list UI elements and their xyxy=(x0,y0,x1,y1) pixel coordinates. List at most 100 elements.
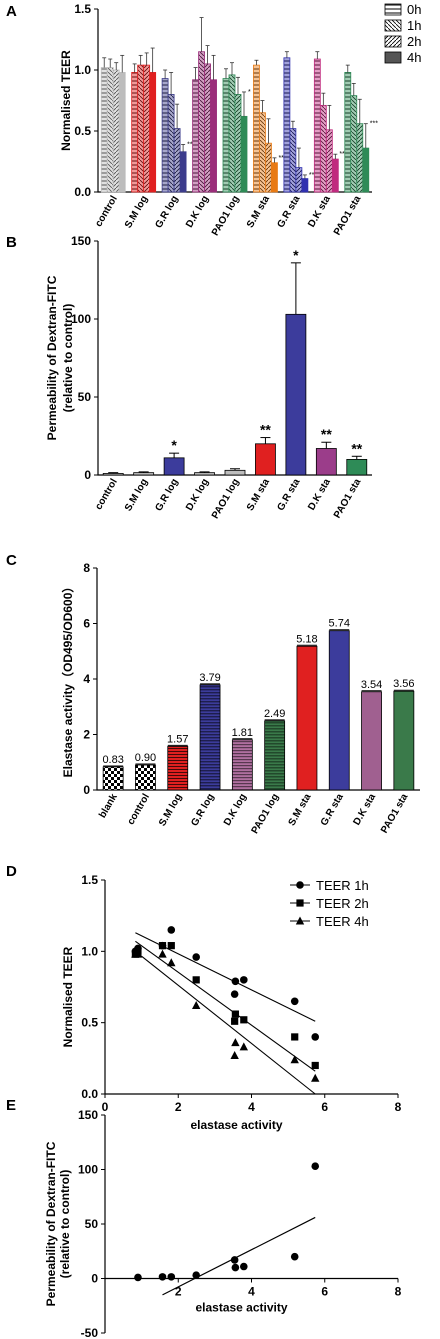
point-d-teer-4h xyxy=(191,1001,201,1010)
value-label-c-g-r-log: 3.79 xyxy=(199,672,220,684)
x-tick-label-e: 6 xyxy=(321,1285,328,1299)
x-tick-label-b: D.K sta xyxy=(306,477,333,513)
point-d-teer-1h xyxy=(192,953,200,961)
bar-a-g-r-log-4h xyxy=(179,151,187,193)
x-tick-label-b: PAO1 log xyxy=(210,477,242,521)
point-e xyxy=(290,1252,299,1261)
x-tick-label-d: 8 xyxy=(395,1100,402,1114)
point-d-teer-4h xyxy=(230,1050,239,1059)
x-tick-label-e: 4 xyxy=(248,1285,255,1299)
value-label-c-pao1-sta: 3.56 xyxy=(393,678,414,690)
bar-a-tint-s-m-sta-2h xyxy=(265,143,272,192)
y-axis-title-e: Permeability of Dextran-FITC xyxy=(44,1141,58,1306)
bar-a-tint-s-m-sta-1h xyxy=(259,112,266,192)
point-e xyxy=(167,1273,176,1281)
legend-label-d-teer-4h: TEER 4h xyxy=(316,914,369,929)
bar-a-tint-d-k-log-0h xyxy=(192,79,199,192)
point-d-teer-2h xyxy=(240,1016,248,1024)
significance-b: ** xyxy=(351,440,362,456)
fit-line-d-teer-2h xyxy=(135,940,316,1072)
bar-c-s-m-sta xyxy=(296,645,318,791)
y-tick-label-c: 2 xyxy=(83,728,90,742)
point-e xyxy=(134,1273,142,1282)
y-tick-label-e: 100 xyxy=(78,1163,98,1177)
x-tick-label-a: D.K log xyxy=(184,194,211,230)
y-tick-label-d: 0.5 xyxy=(81,1016,98,1030)
x-tick-label-a: PAO1 log xyxy=(210,194,242,238)
y-tick-label-a: 1.0 xyxy=(74,63,91,77)
x-tick-label-c: PAO1 sta xyxy=(379,792,411,836)
panel-letter-c: C xyxy=(6,552,17,569)
point-d-teer-1h xyxy=(290,997,299,1006)
point-d-teer-2h xyxy=(192,976,200,984)
legend-swatch-a-2h xyxy=(384,35,402,48)
bar-a-d-k-log-4h xyxy=(210,79,217,193)
point-d-teer-2h xyxy=(291,1033,299,1041)
significance-b: ** xyxy=(321,426,332,442)
legend-marker-d-teer-2h xyxy=(296,899,304,907)
y-tick-label-b: 0 xyxy=(84,468,91,482)
significance-a: *** xyxy=(278,155,286,162)
bar-a-tint-g-r-sta-2h xyxy=(295,167,302,192)
legend-swatch-a-0h xyxy=(384,3,402,16)
significance-a: * xyxy=(248,89,251,96)
bar-c-g-r-sta xyxy=(328,630,350,791)
point-e xyxy=(311,1162,320,1171)
point-d-teer-1h xyxy=(311,1033,320,1041)
point-d-teer-1h xyxy=(167,926,176,934)
y-tick-label-c: 4 xyxy=(83,672,90,686)
x-tick-label-a: G.R log xyxy=(153,194,180,230)
point-e xyxy=(231,1263,240,1272)
bar-a-tint-pao1-sta-1h xyxy=(350,95,357,192)
bar-a-tint-d-k-sta-1h xyxy=(320,105,327,192)
bar-c-s-m-log xyxy=(167,746,189,791)
bar-b-d-k-sta xyxy=(315,448,337,476)
bar-a-pao1-sta-4h xyxy=(362,147,370,193)
legend-marker-d-teer-1h xyxy=(296,881,304,889)
bar-a-control-4h xyxy=(118,72,126,193)
x-axis-title-d: elastase activity xyxy=(190,1118,282,1132)
bar-b-g-r-sta xyxy=(285,313,307,476)
x-tick-label-c: D.K log xyxy=(222,792,249,828)
legend-marker-d-teer-4h xyxy=(295,916,305,925)
bar-a-tint-d-k-sta-2h xyxy=(326,129,333,192)
x-tick-label-c: PAO1 log xyxy=(250,792,282,836)
legend-label-a-0h: 0h xyxy=(407,2,421,17)
y-tick-label-d: 1.0 xyxy=(81,944,98,958)
y-tick-label-a: 1.5 xyxy=(74,2,91,16)
point-e xyxy=(240,1262,248,1271)
point-d-teer-2h xyxy=(167,942,175,950)
significance-b: ** xyxy=(260,422,271,438)
bar-a-tint-pao1-log-2h xyxy=(235,94,241,192)
x-tick-label-e: 8 xyxy=(395,1285,402,1299)
axes-d xyxy=(104,880,398,1095)
point-d-teer-1h xyxy=(230,990,239,998)
value-label-c-pao1-log: 2.49 xyxy=(264,708,285,720)
value-label-c-blank: 0.83 xyxy=(102,754,123,766)
x-tick-label-b: PAO1 sta xyxy=(332,477,364,521)
legend-label-a-1h: 1h xyxy=(407,18,421,33)
bar-a-tint-s-m-log-2h xyxy=(143,65,150,192)
bar-b-g-r-log xyxy=(163,457,185,476)
bar-a-d-k-sta-4h xyxy=(331,158,339,193)
bar-a-tint-g-r-log-1h xyxy=(168,94,175,192)
x-tick-label-c: blank xyxy=(97,792,120,820)
bar-a-tint-s-m-log-0h xyxy=(131,72,138,192)
point-d-teer-4h xyxy=(231,1038,240,1047)
y-axis-title-b: Permeability of Dextran-FITC xyxy=(45,275,59,440)
fit-line-e xyxy=(162,1216,316,1296)
x-tick-label-a: S.M log xyxy=(123,194,150,230)
legend-label-a-2h: 2h xyxy=(407,34,421,49)
y-tick-label-e: 0 xyxy=(91,1272,98,1286)
y-tick-label-b: 150 xyxy=(71,234,91,248)
x-tick-label-c: G.R sta xyxy=(319,792,346,828)
chart-d: 0.0 0.5 1.0 1.5 0 2 4 6 8 elastase activity Normal… xyxy=(61,873,402,1132)
y-axis-title-a: Normalised TEER xyxy=(59,50,73,151)
bar-a-tint-g-r-log-2h xyxy=(174,128,181,192)
bar-b-d-k-log xyxy=(194,472,215,476)
x-tick-label-c: S.M log xyxy=(157,792,184,828)
panel-letter-e: E xyxy=(6,1097,16,1114)
y-tick-label-a: 0.5 xyxy=(74,124,91,138)
x-tick-label-b: G.R sta xyxy=(275,477,302,513)
point-e xyxy=(230,1256,239,1264)
